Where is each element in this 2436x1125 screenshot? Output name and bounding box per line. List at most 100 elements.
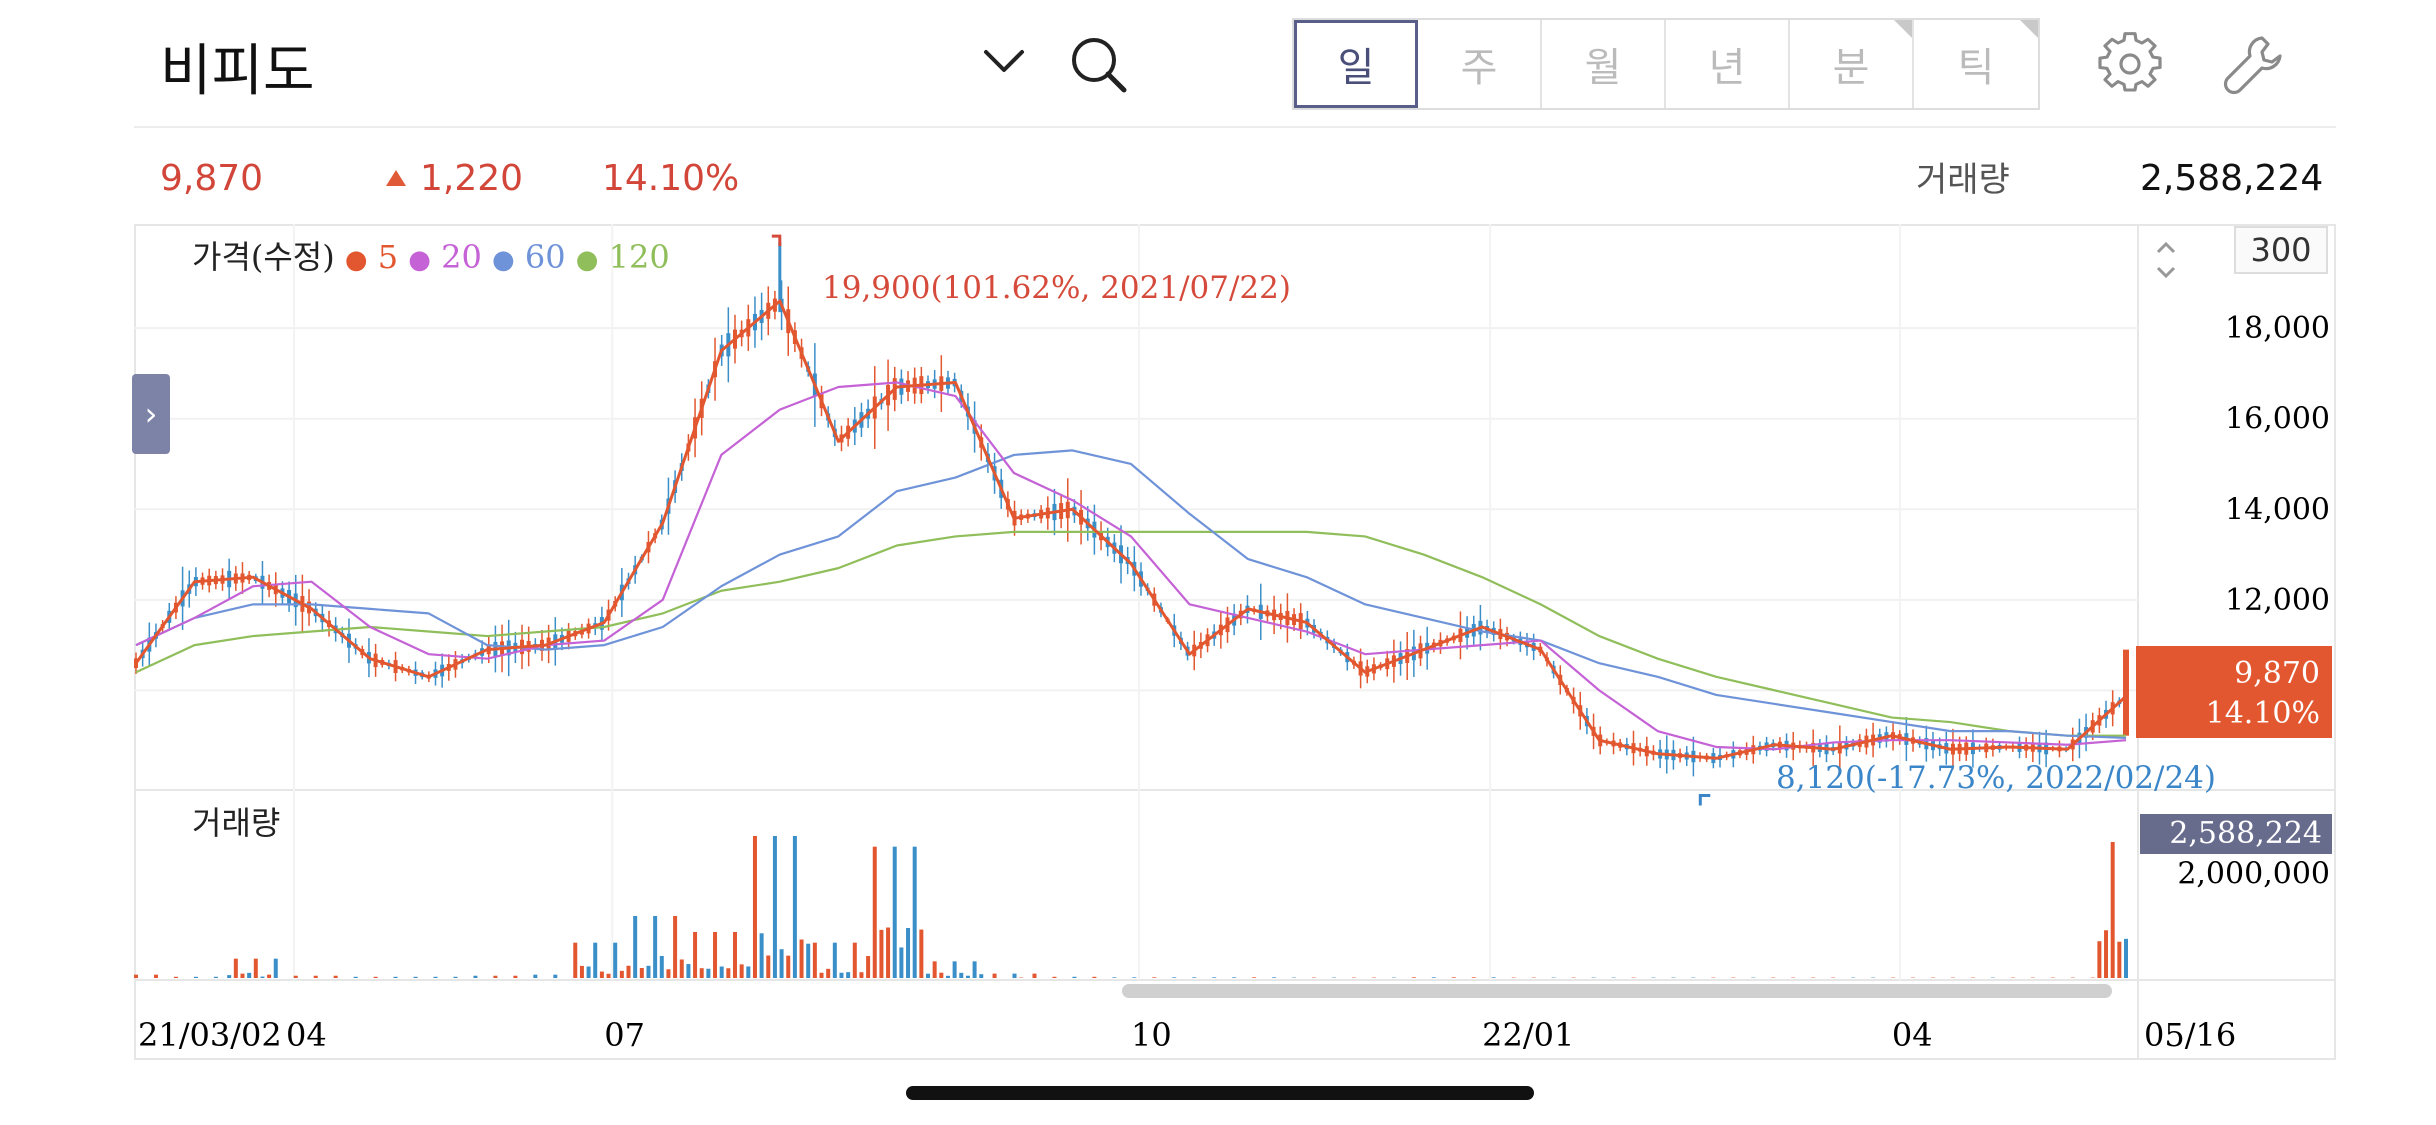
volume-bar (153, 974, 158, 978)
chevron-down-icon[interactable] (980, 40, 1028, 80)
volume-value: 2,588,224 (2140, 158, 2324, 199)
volume-bar (1232, 977, 1237, 978)
tab-month[interactable]: 월 (1542, 20, 1666, 108)
volume-bar (173, 976, 178, 978)
ma-line-5 (134, 299, 2128, 760)
price-tick-label: 18,000 (2225, 311, 2330, 346)
header-divider (134, 126, 2336, 128)
stock-chart[interactable]: 18,000 16,000 14,000 12,000 2,000,000 21/03/0… (134, 224, 2336, 1060)
volume-bar (992, 973, 997, 978)
current-price: 9,870 (160, 158, 264, 199)
volume-bar (373, 976, 378, 978)
tab-day[interactable]: 일 (1294, 20, 1418, 108)
volume-bar (213, 976, 218, 978)
volume-bar (693, 932, 698, 978)
tab-tick[interactable]: 틱 (1914, 20, 2038, 108)
wrench-icon[interactable] (2222, 32, 2286, 96)
volume-bar (719, 966, 724, 978)
volume-bar (886, 927, 891, 978)
search-icon[interactable] (1066, 32, 1130, 96)
volume-bar (965, 975, 970, 978)
low-marker (1698, 794, 1711, 806)
volume-bar (646, 965, 651, 978)
volume-bar (1272, 977, 1277, 978)
volume-bar (233, 958, 238, 978)
tab-minute[interactable]: 분 (1790, 20, 1914, 108)
volume-bar (193, 976, 198, 978)
volume-bar (260, 976, 265, 978)
price-tick-label: 12,000 (2225, 583, 2330, 618)
volume-bar (2110, 841, 2115, 978)
volume-bar (819, 972, 824, 978)
chart-scrollbar[interactable] (1122, 984, 2112, 998)
volume-bar (866, 956, 871, 978)
volume-bar (846, 972, 851, 978)
stock-title[interactable]: 비피도 (160, 39, 315, 104)
volume-bar (626, 965, 631, 978)
volume-bar (1132, 977, 1137, 978)
tab-tick-label: 틱 (1957, 45, 1995, 91)
volume-bar (879, 929, 884, 978)
tab-corner-mark (2020, 20, 2038, 38)
low-annotation: 8,120(-17.73%, 2022/02/24) (1776, 760, 2216, 796)
volume-bar (1092, 976, 1097, 978)
legend-ma60[interactable]: 60 (524, 238, 566, 276)
volume-bar (293, 975, 298, 978)
period-count-button[interactable]: 300 (2234, 226, 2328, 274)
volume-bar (759, 933, 764, 978)
legend-ma120[interactable]: 120 (608, 238, 670, 276)
volume-bar (726, 968, 731, 978)
volume-bars (134, 836, 2128, 978)
volume-bar (653, 916, 658, 978)
volume-bar (786, 955, 791, 978)
volume-bar (806, 943, 811, 978)
tab-year[interactable]: 년 (1666, 20, 1790, 108)
volume-bar (872, 846, 877, 978)
price-tick-label: 14,000 (2225, 492, 2330, 527)
volume-bar (932, 961, 937, 978)
tab-minute-label: 분 (1832, 45, 1870, 91)
x-tick-label: 04 (1892, 1016, 1933, 1054)
volume-bar (619, 970, 624, 978)
volume-bar (513, 975, 518, 978)
volume-bar (892, 846, 897, 978)
volume-bar (1072, 976, 1077, 978)
home-indicator (906, 1086, 1534, 1100)
x-tick-label: 22/01 (1482, 1016, 1574, 1054)
legend-ma20[interactable]: 20 (441, 238, 482, 276)
volume-bar (766, 955, 771, 978)
volume-bar (134, 974, 138, 978)
chart-grid (134, 224, 2336, 1060)
volume-bar (593, 942, 598, 978)
zoom-updown-icon[interactable] (2150, 238, 2182, 282)
price-tick-label: 16,000 (2225, 402, 2330, 437)
volume-bar (2117, 941, 2122, 978)
volume-bar (706, 968, 711, 978)
volume-tick-label: 2,000,000 (2177, 856, 2330, 891)
legend-ma5[interactable]: 5 (377, 238, 399, 276)
gear-icon[interactable] (2098, 32, 2162, 96)
expand-panel-button[interactable]: › (132, 374, 170, 454)
moving-averages (134, 299, 2128, 760)
volume-bar (952, 961, 957, 978)
volume-bar (1252, 977, 1257, 978)
volume-bar (839, 972, 844, 978)
volume-bar (679, 959, 684, 978)
tab-week[interactable]: 주 (1418, 20, 1542, 108)
volume-bar (659, 955, 664, 978)
volume-bar (573, 942, 578, 978)
volume-bar (1012, 973, 1017, 978)
volume-bar (586, 966, 591, 978)
volume-bar (267, 974, 272, 978)
volume-bar (906, 928, 911, 978)
x-tick-label: 10 (1131, 1016, 1172, 1054)
volume-bar (772, 836, 777, 978)
volume-bar (333, 975, 338, 978)
volume-bar (413, 976, 418, 978)
current-price-tag: 9,870 14.10% (2136, 646, 2332, 738)
volume-bar (826, 968, 831, 978)
volume-bar (473, 975, 478, 978)
volume-label: 거래량 (1916, 160, 2010, 200)
ma-line-60 (135, 449, 2127, 740)
x-tick-label: 21/03/02 (138, 1016, 282, 1054)
